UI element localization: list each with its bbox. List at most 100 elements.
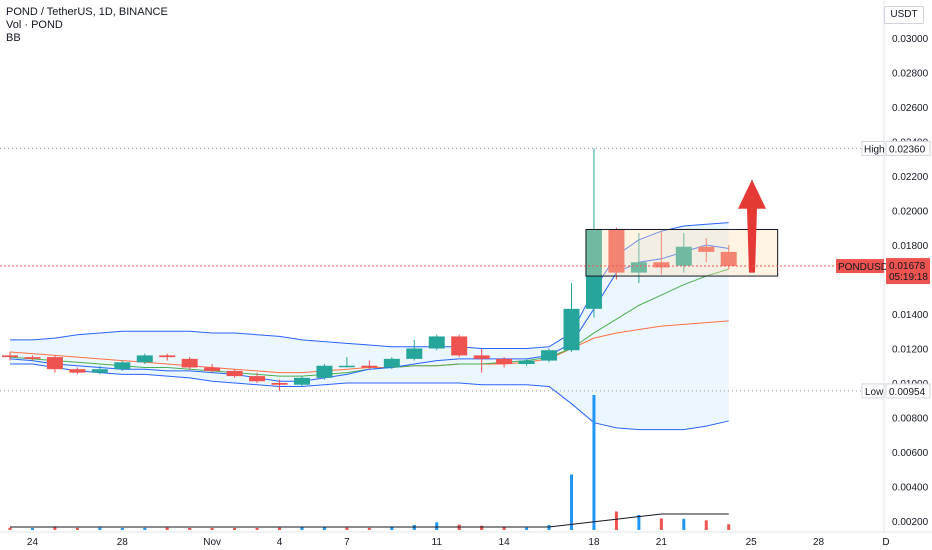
y-tick-label: 0.01800 [892,241,929,252]
candle-body [46,357,63,370]
y-tick-label: 0.00400 [892,483,929,494]
candle-body [2,355,18,358]
x-tick-label: 28 [813,537,825,548]
current-price: 0.01678 [889,261,926,272]
candle-body [496,358,513,365]
volume-bar [637,514,641,530]
low-label: Low [865,387,884,398]
candle-body [630,262,647,273]
candle-body [675,246,692,266]
y-tick-label: 0.00200 [892,517,929,528]
candle-body [271,383,288,385]
volume-bar [30,528,34,530]
volume-bar [525,527,529,530]
volume-bar [278,527,282,530]
y-tick-label: 0.02200 [892,172,929,183]
volume-bar [592,395,596,530]
volume-bar [322,526,326,530]
volume-bar [682,518,686,530]
volume-bar [704,520,708,530]
symbol-label: PONDUSDT [838,262,894,273]
candle-body [451,336,468,356]
volume-bar [614,511,618,530]
low-value: 0.00954 [889,387,926,398]
consolidation-box [585,228,779,277]
volume-bar [659,518,663,530]
volume-bar [8,527,12,530]
x-tick-label: 25 [746,537,758,548]
candle-body [293,377,310,385]
low-value-box [885,383,931,399]
up-arrow-icon [738,179,766,273]
high-label-box [861,140,885,156]
candle-body [653,262,670,268]
low-label-box [861,383,885,399]
volume-bar [570,474,573,530]
volume-bar [345,527,349,530]
candle-body [204,367,221,371]
symbol-tag [836,259,884,274]
y-tick-label: 0.01200 [892,345,929,356]
candle-body [69,369,86,373]
volume-bar [210,528,214,530]
volume-bar [98,527,102,530]
candle-body [473,355,490,359]
chart-legend: POND / TetherUS, 1D, BINANCE Vol · POND … [6,6,168,45]
volume-bar [435,522,439,530]
volume-bar [165,527,169,530]
bollinger-lower-line [10,363,729,431]
candle-body [181,358,198,368]
candle-body [383,358,400,368]
volume-bar [502,527,506,530]
x-tick-label: 21 [656,537,668,548]
y-tick-label: 0.02000 [892,207,929,218]
bar-countdown: 05:19:18 [889,272,928,283]
high-label: High [864,144,885,155]
x-tick-label: 24 [27,537,39,548]
currency-unit-button[interactable]: USDT [884,6,924,24]
volume-bar [143,527,147,530]
candle-body [136,355,153,363]
candle-body [720,251,737,267]
candle-body [698,246,715,252]
x-tick-label: 7 [344,537,350,548]
volume-bar [53,527,57,530]
candle-body [249,376,266,382]
price-tag [886,258,930,285]
legend-bb: BB [6,32,21,44]
candle-body [585,229,602,309]
x-tick-label: 14 [499,537,511,548]
x-tick-label: 28 [117,537,129,548]
volume-bar [390,527,394,530]
y-tick-label: 0.00800 [892,414,929,425]
candle-body [338,365,355,368]
candle-body [91,369,108,373]
volume-bar [188,528,192,530]
x-tick-label: 18 [588,537,600,548]
volume-bar [233,528,237,530]
candle-body [563,308,580,351]
candle-body [428,336,445,349]
x-tick-label: 4 [277,537,283,548]
candle-body [608,229,625,273]
high-value-box [885,140,931,156]
legend-volume: Vol · POND [6,19,63,31]
volume-bar [300,527,304,530]
candle-body [316,365,333,378]
volume-bar [367,527,371,530]
legend-title: POND / TetherUS, 1D, BINANCE [6,6,168,18]
x-tick-label: D [882,537,889,548]
candle-body [361,365,378,368]
y-tick-label: 0.00600 [892,448,929,459]
y-tick-label: 0.02600 [892,103,929,114]
candle-body [226,370,243,377]
volume-bar [255,528,259,530]
volume-bar [480,525,484,530]
y-tick-label: 0.02800 [892,69,929,80]
candle-body [114,362,131,370]
candle-body [406,348,423,359]
volume-bar [120,528,124,530]
y-tick-label: 0.01400 [892,310,929,321]
volume-ma-line [10,513,729,528]
